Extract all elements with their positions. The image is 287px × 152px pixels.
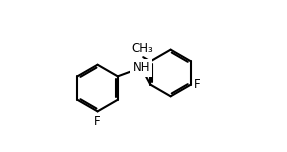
Text: CH₃: CH₃ <box>132 42 153 55</box>
Text: NH: NH <box>133 61 150 74</box>
Text: F: F <box>194 78 201 91</box>
Text: F: F <box>94 115 101 128</box>
